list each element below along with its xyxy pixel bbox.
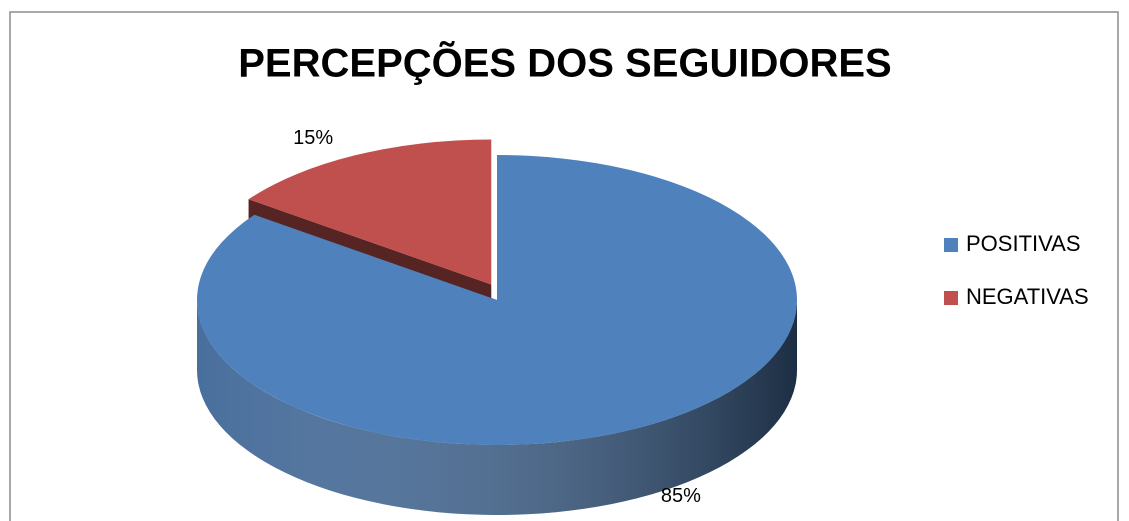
legend-label: POSITIVAS — [966, 231, 1081, 256]
chart-title: PERCEPÇÕES DOS SEGUIDORES — [238, 40, 891, 86]
pie-slice — [196, 155, 797, 445]
legend-swatch — [944, 238, 958, 252]
data-label: 85% — [661, 485, 701, 507]
legend-label: NEGATIVAS — [966, 284, 1089, 309]
pie-wall-shading — [197, 300, 797, 515]
legend-swatch — [944, 291, 958, 305]
pie-slice — [248, 139, 492, 285]
data-label: 15% — [293, 127, 333, 149]
